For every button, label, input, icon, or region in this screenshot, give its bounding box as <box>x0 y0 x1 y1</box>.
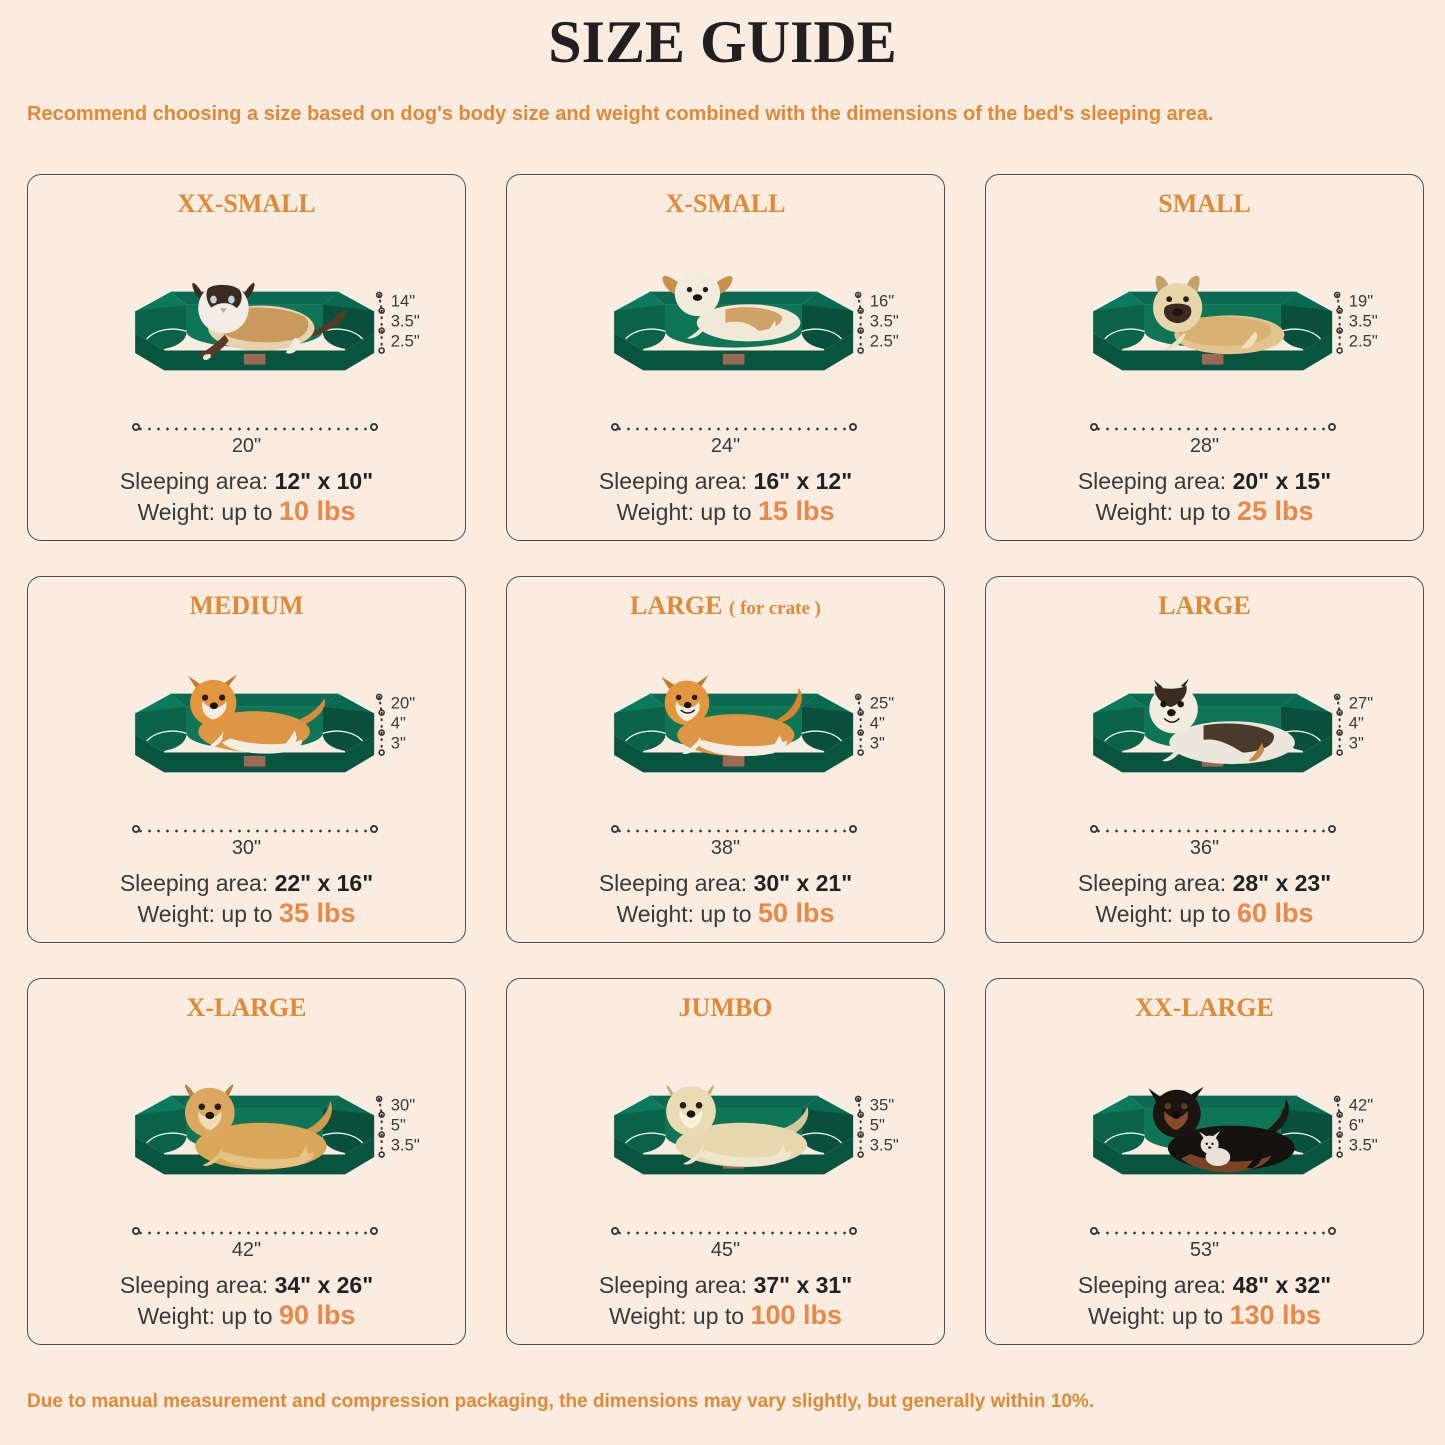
svg-text:5": 5" <box>390 1115 405 1134</box>
svg-text:20": 20" <box>390 694 414 713</box>
svg-text:3.5": 3.5" <box>390 1135 419 1154</box>
svg-text:4": 4" <box>869 713 884 732</box>
svg-text:3.5": 3.5" <box>869 1135 898 1154</box>
svg-text:3.5": 3.5" <box>1348 311 1377 330</box>
svg-text:3.5": 3.5" <box>1348 1135 1377 1154</box>
svg-text:14": 14" <box>390 292 414 311</box>
svg-text:3.5": 3.5" <box>390 311 419 330</box>
svg-text:3": 3" <box>869 733 884 752</box>
svg-text:19": 19" <box>1348 292 1372 311</box>
svg-text:30": 30" <box>390 1096 414 1115</box>
svg-text:2.5": 2.5" <box>1348 331 1377 350</box>
svg-text:3": 3" <box>1348 733 1363 752</box>
svg-text:4": 4" <box>1348 713 1363 732</box>
svg-text:2.5": 2.5" <box>390 331 419 350</box>
svg-text:3.5": 3.5" <box>869 311 898 330</box>
svg-text:35": 35" <box>869 1096 893 1115</box>
svg-text:42": 42" <box>1348 1096 1372 1115</box>
svg-text:5": 5" <box>869 1115 884 1134</box>
svg-text:6": 6" <box>1348 1115 1363 1134</box>
svg-text:25": 25" <box>869 694 893 713</box>
svg-text:2.5": 2.5" <box>869 331 898 350</box>
svg-text:3": 3" <box>390 733 405 752</box>
svg-text:16": 16" <box>869 292 893 311</box>
svg-text:27": 27" <box>1348 694 1372 713</box>
svg-text:4": 4" <box>390 713 405 732</box>
